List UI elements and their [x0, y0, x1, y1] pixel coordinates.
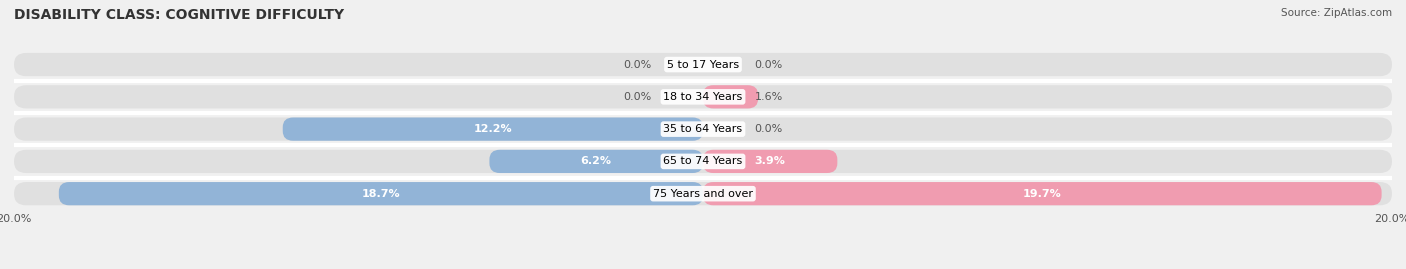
Text: 12.2%: 12.2% [474, 124, 512, 134]
Text: 0.0%: 0.0% [623, 92, 651, 102]
FancyBboxPatch shape [283, 118, 703, 141]
Text: DISABILITY CLASS: COGNITIVE DIFFICULTY: DISABILITY CLASS: COGNITIVE DIFFICULTY [14, 8, 344, 22]
Text: 75 Years and over: 75 Years and over [652, 189, 754, 199]
FancyBboxPatch shape [14, 85, 1392, 108]
Text: 65 to 74 Years: 65 to 74 Years [664, 156, 742, 167]
Text: 6.2%: 6.2% [581, 156, 612, 167]
FancyBboxPatch shape [489, 150, 703, 173]
FancyBboxPatch shape [14, 118, 1392, 141]
FancyBboxPatch shape [14, 150, 1392, 173]
Text: 0.0%: 0.0% [755, 59, 783, 70]
FancyBboxPatch shape [14, 53, 1392, 76]
FancyBboxPatch shape [703, 150, 838, 173]
Text: 3.9%: 3.9% [755, 156, 786, 167]
Text: 18.7%: 18.7% [361, 189, 401, 199]
FancyBboxPatch shape [59, 182, 703, 205]
Text: Source: ZipAtlas.com: Source: ZipAtlas.com [1281, 8, 1392, 18]
Text: 5 to 17 Years: 5 to 17 Years [666, 59, 740, 70]
FancyBboxPatch shape [703, 85, 758, 108]
Text: 1.6%: 1.6% [755, 92, 783, 102]
Text: 0.0%: 0.0% [755, 124, 783, 134]
Text: 35 to 64 Years: 35 to 64 Years [664, 124, 742, 134]
FancyBboxPatch shape [703, 182, 1382, 205]
Text: 19.7%: 19.7% [1024, 189, 1062, 199]
Text: 18 to 34 Years: 18 to 34 Years [664, 92, 742, 102]
Text: 0.0%: 0.0% [623, 59, 651, 70]
FancyBboxPatch shape [14, 182, 1392, 205]
